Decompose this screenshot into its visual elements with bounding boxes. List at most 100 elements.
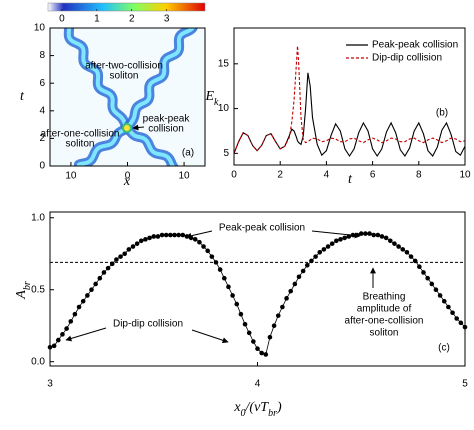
arrow xyxy=(185,230,213,239)
point xyxy=(379,234,385,239)
point xyxy=(51,343,57,349)
annotation: soliton xyxy=(66,139,95,150)
x-tick-label: 2 xyxy=(277,170,283,181)
plot-frame xyxy=(49,211,466,367)
point xyxy=(454,316,460,321)
point xyxy=(172,232,177,238)
point xyxy=(222,275,227,281)
panel-label: (b) xyxy=(436,108,448,119)
y-axis-label: t xyxy=(20,89,25,104)
point xyxy=(446,304,451,310)
soliton-core xyxy=(125,28,195,130)
y-tick-label: 0.0 xyxy=(31,356,45,367)
x-tick-label: 4 xyxy=(255,379,261,390)
point xyxy=(134,241,140,246)
point xyxy=(80,298,86,304)
y-tick-label: 0.5 xyxy=(31,284,45,295)
colorbar-tick-label: 2 xyxy=(129,14,135,25)
point xyxy=(259,350,264,356)
point xyxy=(126,247,132,252)
point xyxy=(155,234,161,239)
point xyxy=(101,270,107,275)
point xyxy=(296,274,302,280)
panel-label: (c) xyxy=(438,343,450,354)
annotation: after-one-collision xyxy=(41,129,120,140)
annotation: collision xyxy=(148,124,184,135)
point xyxy=(329,241,335,246)
point xyxy=(72,311,78,317)
point xyxy=(275,313,281,318)
x-tick-label: 8 xyxy=(416,170,422,181)
point xyxy=(342,235,347,241)
point xyxy=(421,270,426,275)
point xyxy=(425,275,430,281)
x-tick-label: 4 xyxy=(324,170,330,181)
point xyxy=(317,249,323,255)
series-line xyxy=(233,45,466,154)
point xyxy=(404,249,410,255)
point xyxy=(334,238,339,244)
point xyxy=(458,320,464,326)
annotation: after-two-collision xyxy=(85,61,163,72)
point xyxy=(201,244,206,249)
point xyxy=(217,267,223,272)
point xyxy=(118,254,123,259)
point xyxy=(147,235,152,241)
point xyxy=(246,330,252,336)
point xyxy=(60,332,65,337)
y-tick-label: 4 xyxy=(39,105,45,116)
point xyxy=(130,244,136,249)
point xyxy=(159,232,165,238)
y-tick-label: 15 xyxy=(218,58,230,69)
series-line xyxy=(233,72,466,158)
point xyxy=(213,260,219,265)
subscript: 0 xyxy=(241,408,246,419)
annotation: after-one-collision xyxy=(345,316,424,327)
point xyxy=(396,244,401,249)
point xyxy=(109,261,115,267)
point xyxy=(68,319,74,324)
x-tick-label: 6 xyxy=(370,170,376,181)
panel-label: (a) xyxy=(182,148,194,159)
point xyxy=(263,352,269,357)
annotation: Dip-dip collision xyxy=(113,319,183,330)
point xyxy=(93,281,98,287)
point xyxy=(288,288,294,294)
x-tick-label: 10 xyxy=(459,170,471,181)
label-part: ) xyxy=(276,400,282,415)
point xyxy=(363,231,368,236)
point xyxy=(234,301,240,307)
point xyxy=(255,346,260,352)
point xyxy=(267,334,273,340)
point xyxy=(114,257,119,262)
point xyxy=(375,232,381,238)
x-tick-label: 5 xyxy=(462,379,468,390)
x-tick-label: 10 xyxy=(179,171,191,182)
point xyxy=(230,293,235,298)
point xyxy=(305,262,310,268)
x-axis-label: t xyxy=(348,172,353,187)
plot-frame xyxy=(49,27,206,167)
point xyxy=(412,258,418,264)
point xyxy=(251,339,256,344)
point xyxy=(300,268,306,274)
colorbar-tick-label: 1 xyxy=(94,14,100,25)
point xyxy=(205,248,210,254)
y-tick-label: 2 xyxy=(39,133,45,144)
point xyxy=(408,254,414,259)
point xyxy=(122,251,127,257)
x-axis-label: x0/(vTbr) xyxy=(233,400,282,419)
point xyxy=(280,304,285,310)
point xyxy=(367,231,372,236)
soliton-core xyxy=(66,28,129,130)
x-tick-label: 10 xyxy=(65,171,77,182)
point xyxy=(400,247,406,252)
point xyxy=(284,296,289,301)
subscript: br xyxy=(22,281,33,290)
y-tick-label: 1.0 xyxy=(31,212,45,223)
y-tick-label: 10 xyxy=(218,103,230,114)
point xyxy=(292,281,298,287)
point xyxy=(417,264,422,269)
label-part: E xyxy=(204,89,214,104)
